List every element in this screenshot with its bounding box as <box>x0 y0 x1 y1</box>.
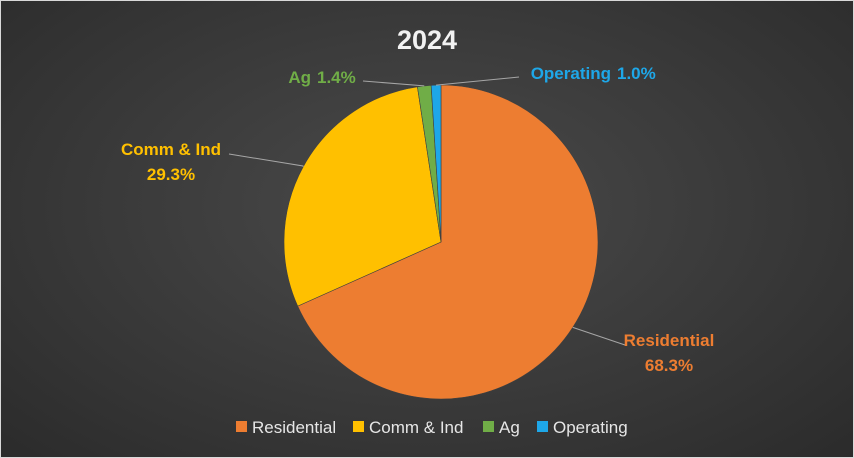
legend-swatch-residential <box>236 421 247 432</box>
label-comm-ind-name: Comm & Ind <box>121 140 221 159</box>
label-residential-value: 68.3% <box>645 356 693 375</box>
label-ag-name: Ag <box>288 68 311 87</box>
leader-operating <box>436 76 520 86</box>
legend-swatch-comm-ind <box>353 421 364 432</box>
label-operating-value: 1.0% <box>617 64 656 83</box>
leader-residential <box>572 326 626 346</box>
legend-swatch-operating <box>537 421 548 432</box>
leader-comm-ind <box>228 153 304 167</box>
leader-ag <box>362 80 425 87</box>
legend: Residential Comm & Ind Ag Operating <box>236 418 628 437</box>
leader-lines <box>228 76 626 346</box>
pie-slices <box>283 84 599 400</box>
legend-label-operating: Operating <box>553 418 628 437</box>
legend-swatch-ag <box>483 421 494 432</box>
label-operating-name: Operating <box>531 64 611 83</box>
slice-residential <box>297 84 599 400</box>
label-comm-ind-value: 29.3% <box>147 165 195 184</box>
legend-label-residential: Residential <box>252 418 336 437</box>
label-residential-name: Residential <box>624 331 715 350</box>
chart-title: 2024 <box>397 25 457 55</box>
label-ag-value: 1.4% <box>317 68 356 87</box>
legend-label-comm-ind: Comm & Ind <box>369 418 463 437</box>
legend-label-ag: Ag <box>499 418 520 437</box>
